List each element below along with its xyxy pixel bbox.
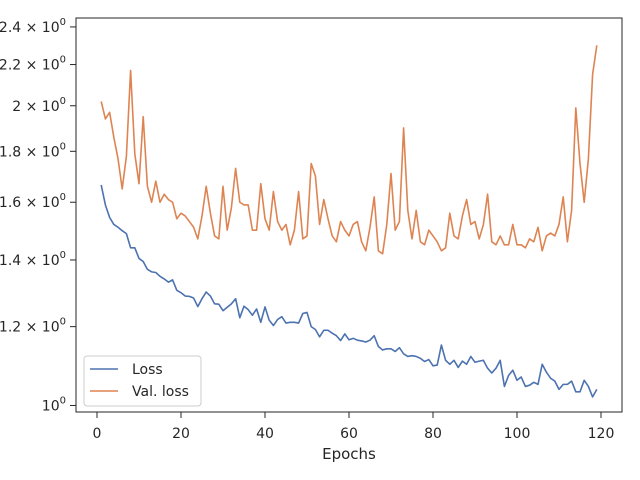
y-tick-label: 1.2 × 100: [0, 317, 66, 336]
x-tick-label: 60: [340, 426, 358, 442]
y-tick-label-exponent: 0: [60, 17, 66, 28]
x-axis-label: Epochs: [322, 445, 376, 463]
y-tick-label-exponent: 0: [60, 317, 66, 328]
y-tick-label-base: 2.4 × 10: [0, 20, 60, 36]
x-axis-ticks: 0 20 40 60 80 100 120: [93, 412, 615, 442]
x-tick-label: 120: [588, 426, 615, 442]
y-tick-label-exponent: 0: [60, 55, 66, 66]
y-tick-label-base: 1.8 × 10: [0, 144, 60, 160]
series-line-1: [100, 45, 598, 255]
legend-label-0: Loss: [132, 362, 163, 378]
legend: Loss Val. loss: [83, 355, 202, 407]
y-tick-label-exponent: 0: [60, 192, 66, 203]
x-tick-label: 0: [93, 426, 102, 442]
plot-frame: [75, 17, 623, 413]
y-tick-label-exponent: 0: [60, 250, 66, 261]
y-tick-label: 1.8 × 100: [0, 141, 66, 160]
y-tick-label: 1.6 × 100: [0, 192, 66, 211]
y-tick-label-base: 2 × 10: [12, 99, 59, 115]
y-tick-label: 1.4 × 100: [0, 250, 66, 269]
y-tick-label-exponent: 0: [60, 141, 66, 152]
y-tick-label-exponent: 0: [60, 96, 66, 107]
y-tick-label-base: 2.2 × 10: [0, 58, 60, 74]
y-tick-label-base: 1.6 × 10: [0, 195, 60, 211]
y-tick-label-base: 1.4 × 10: [0, 253, 60, 269]
y-tick-label: 2 × 100: [12, 96, 66, 115]
y-tick-label-base: 10: [42, 398, 60, 414]
y-tick-label: 2.4 × 100: [0, 17, 66, 36]
series-line-0: [100, 184, 598, 398]
legend-label-1: Val. loss: [132, 384, 189, 400]
y-tick-label: 2.2 × 100: [0, 55, 66, 74]
y-tick-label-exponent: 0: [60, 395, 66, 406]
x-tick-label: 80: [424, 426, 442, 442]
x-tick-label: 20: [172, 426, 190, 442]
plot-lines: [100, 45, 598, 398]
y-tick-label-base: 1.2 × 10: [0, 320, 60, 336]
x-tick-label: 40: [256, 426, 274, 442]
y-tick-label: 100: [42, 395, 66, 414]
x-tick-label: 100: [504, 426, 531, 442]
